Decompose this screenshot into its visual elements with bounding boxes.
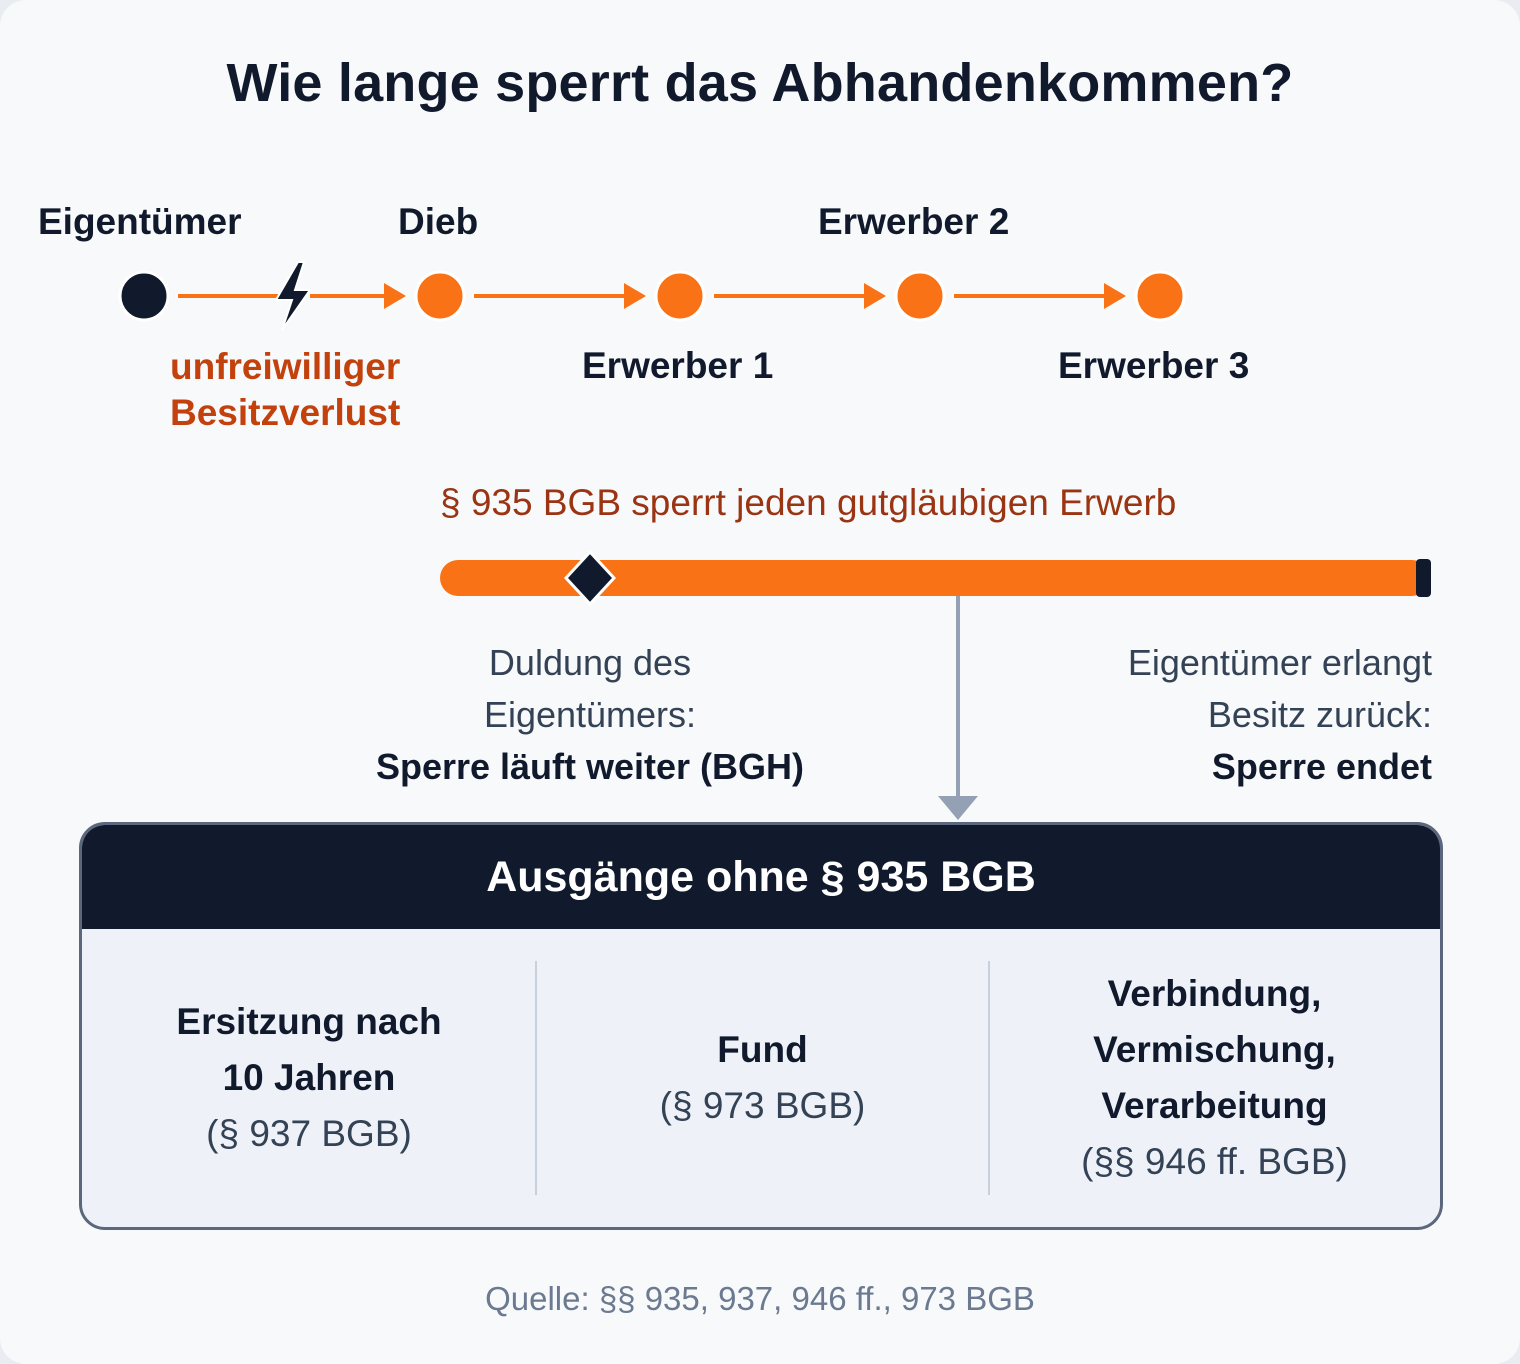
node-acquirer2 — [894, 270, 946, 322]
page-title: Wie lange sperrt das Abhandenkommen? — [226, 53, 1294, 113]
node-acquirer1 — [654, 270, 706, 322]
exit-combination-title-line1: Verbindung, — [1107, 973, 1322, 1014]
toleration-diamond-icon — [563, 549, 617, 607]
exits-box: Ausgänge ohne § 935 BGB Ersitzung nach 1… — [79, 822, 1443, 1230]
label-involuntary-loss-line2: Besitzverlust — [170, 392, 401, 433]
arrowhead-acquirer3 — [1104, 283, 1126, 309]
exit-prescription-title-line2: 10 Jahren — [222, 1057, 396, 1098]
block-caption: § 935 BGB sperrt jeden gutgläubigen Erwe… — [440, 482, 1177, 523]
exit-combination-ref: (§§ 946 ff. BGB) — [1081, 1141, 1348, 1182]
node-thief — [414, 270, 466, 322]
note-recovery-line1: Eigentümer erlangt — [1127, 642, 1432, 683]
arrowhead-acquirer2 — [864, 283, 886, 309]
note-toleration-line1: Duldung des — [488, 642, 692, 683]
exit-column-combination: Verbindung, Vermischung, Verarbeitung (§… — [989, 929, 1440, 1227]
block-end-marker — [1416, 559, 1431, 597]
label-thief: Dieb — [398, 201, 479, 242]
exit-find-title-line1: Fund — [717, 1029, 808, 1070]
column-divider — [988, 961, 990, 1195]
exits-header: Ausgänge ohne § 935 BGB — [82, 825, 1440, 929]
exit-combination-title-line3: Verarbeitung — [1101, 1085, 1328, 1126]
note-recovery: Eigentümer erlangt Besitz zurück: Sperre… — [1128, 637, 1432, 793]
node-acquirer3 — [1134, 270, 1186, 322]
block-bar-fill — [440, 560, 1430, 596]
exit-prescription-title-line1: Ersitzung nach — [176, 1001, 442, 1042]
note-recovery-line3: Sperre endet — [1128, 741, 1432, 793]
down-arrow-head-icon — [938, 796, 978, 820]
column-divider — [535, 961, 537, 1195]
exit-find-ref: (§ 973 BGB) — [659, 1085, 866, 1126]
note-toleration: Duldung des Eigentümers: Sperre läuft we… — [360, 637, 820, 793]
exit-combination-title-line2: Vermischung, — [1093, 1029, 1336, 1070]
label-involuntary-loss: unfreiwilliger Besitzverlust — [170, 344, 400, 436]
arrowhead-thief — [384, 283, 406, 309]
note-toleration-line3: Sperre läuft weiter (BGH) — [360, 741, 820, 793]
note-recovery-line2: Besitz zurück: — [1207, 694, 1432, 735]
label-involuntary-loss-line1: unfreiwilliger — [170, 346, 401, 387]
block-bar — [440, 549, 1431, 820]
chain-diagram — [118, 261, 1186, 331]
label-acquirer1: Erwerber 1 — [582, 345, 774, 386]
exit-column-find: Fund (§ 973 BGB) — [536, 929, 989, 1227]
note-toleration-line2: Eigentümers: — [483, 694, 697, 735]
exit-prescription-ref: (§ 937 BGB) — [206, 1113, 412, 1154]
exit-column-prescription: Ersitzung nach 10 Jahren (§ 937 BGB) — [82, 929, 536, 1227]
note-toleration-emphasis: Sperre läuft weiter (BGH) — [375, 746, 805, 787]
source-note: Quelle: §§ 935, 937, 946 ff., 973 BGB — [485, 1280, 1035, 1317]
lightning-icon — [274, 261, 312, 331]
label-acquirer3: Erwerber 3 — [1058, 345, 1250, 386]
arrowhead-acquirer1 — [624, 283, 646, 309]
label-acquirer2: Erwerber 2 — [818, 201, 1010, 242]
note-recovery-emphasis: Sperre endet — [1211, 746, 1432, 787]
label-owner: Eigentümer — [38, 201, 242, 242]
node-owner — [118, 270, 170, 322]
